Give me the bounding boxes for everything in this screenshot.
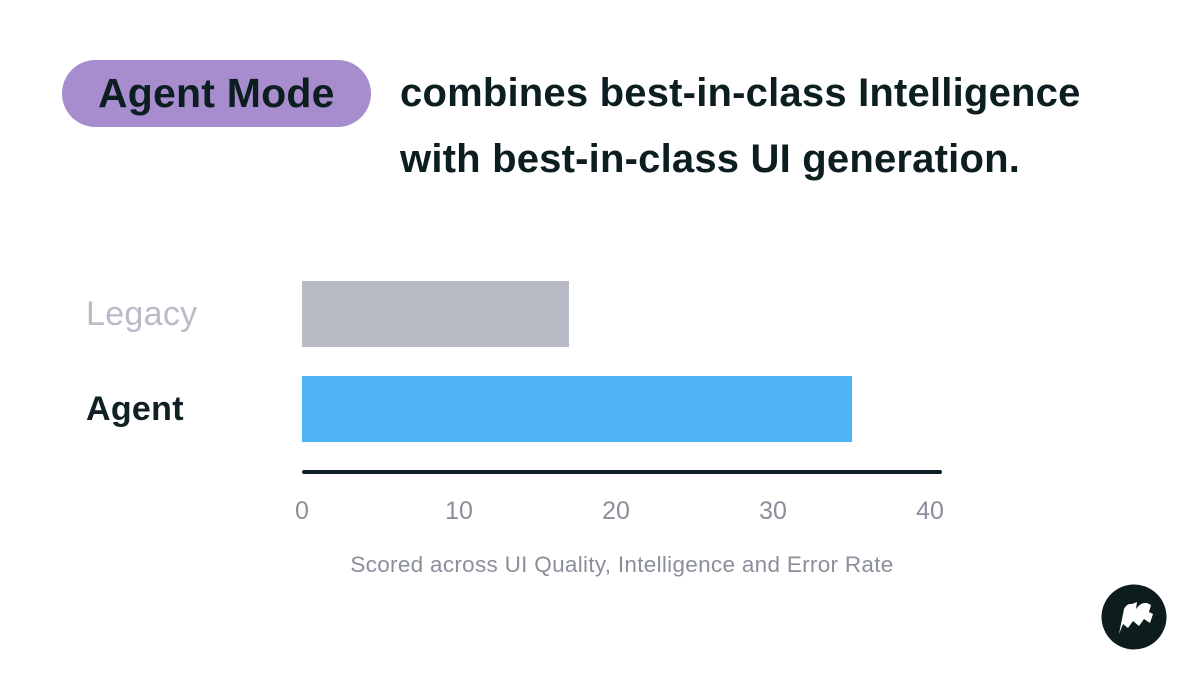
x-tick-0: 0	[295, 497, 309, 525]
agent-mode-badge: Agent Mode	[62, 60, 371, 127]
title-line-1: combines best-in-class Intelligence	[400, 71, 1081, 115]
bar-row-agent: Agent	[0, 376, 1200, 442]
bar-legacy	[302, 281, 569, 347]
title-line-2: with best-in-class UI generation.	[400, 137, 1021, 181]
bar-label-agent: Agent	[86, 389, 184, 428]
x-tick-30: 30	[759, 497, 787, 525]
bar-label-legacy: Legacy	[86, 294, 198, 333]
brand-logo	[1101, 584, 1167, 650]
chart-caption: Scored across UI Quality, Intelligence a…	[350, 552, 894, 577]
x-tick-10: 10	[445, 497, 473, 525]
page-title: combines best-in-class Intelligence with…	[400, 60, 1160, 192]
bar-agent	[302, 376, 852, 442]
x-axis-line	[302, 470, 942, 474]
bar-row-legacy: Legacy	[0, 281, 1200, 347]
x-tick-20: 20	[602, 497, 630, 525]
flag-icon	[1101, 584, 1167, 650]
x-tick-40: 40	[916, 497, 944, 525]
